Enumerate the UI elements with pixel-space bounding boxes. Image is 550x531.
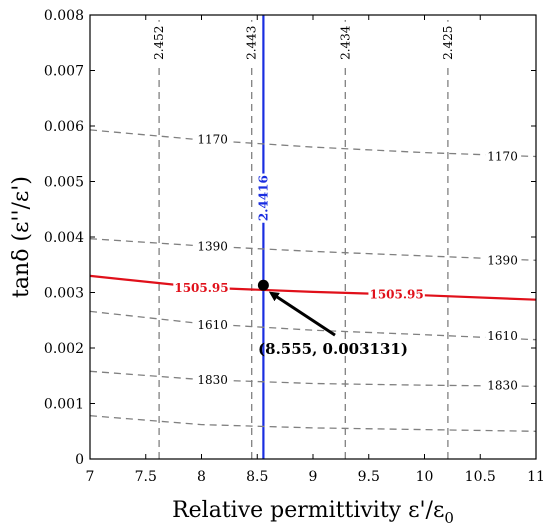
series-label-2-425: 2.425 (438, 21, 457, 64)
x-tick-label: 9.5 (358, 469, 380, 485)
marker-layer: (8.555, 0.003131) (257, 279, 408, 358)
series-label-1830-1-bg (485, 376, 520, 395)
series-label-2-425-text: 2.425 (441, 26, 455, 60)
series-line-1170 (90, 129, 536, 158)
y-tick-label: 0 (75, 452, 84, 468)
y-tick-label: 0.006 (44, 119, 84, 135)
series-label-1505-95-0-bg (173, 279, 230, 298)
series-label-2-434: 2.434 (336, 21, 355, 64)
y-tick-label: 0.003 (44, 286, 84, 302)
series-label-1170-0: 1170 (195, 130, 231, 149)
series-label-1170-0-bg (195, 130, 231, 149)
series-label-2-443: 2.443 (242, 21, 261, 64)
series-label-2-4416-text: 2.4416 (256, 175, 270, 221)
series-label-1830-0: 1830 (195, 371, 231, 390)
series-label-1505-95-1-bg (368, 285, 425, 304)
series-label-2-4416-bg (254, 173, 273, 223)
x-tick-label: 8 (197, 469, 206, 485)
series-line-1610 (90, 310, 536, 341)
series-label-2-434-bg (336, 21, 355, 64)
intersection-annotation: (8.555, 0.003131) (258, 340, 408, 358)
y-tick-label: 0.008 (44, 8, 84, 24)
series-label-2-452-bg (150, 21, 169, 64)
series-label-1610-0-text: 1610 (197, 318, 228, 332)
axis-layer: 7 7.5 8 8.5 9 9.5 10 10.5 11 0 0.001 0.002 0.003 0.00… (44, 8, 545, 485)
series-label-1505-95-1-text: 1505.95 (369, 288, 423, 302)
series-label-1610-0-bg (195, 316, 231, 335)
series-label-1390-0: 1390 (195, 237, 231, 256)
plot-area (90, 15, 536, 459)
x-tick-label: 9 (309, 469, 318, 485)
y-tick-label: 0.004 (44, 230, 84, 246)
y-tick-label: 0.007 (44, 64, 84, 80)
series-label-1830-0-text: 1830 (197, 373, 228, 387)
series-layer (90, 15, 536, 459)
series-label-1505-95-1: 1505.95 (368, 285, 425, 304)
series-label-1505-95-0-text: 1505.95 (174, 281, 228, 295)
x-axis-title: Relative permittivity ε'/ε0 (172, 498, 454, 527)
series-label-1390-1: 1390 (485, 251, 520, 270)
series-label-2-434-text: 2.434 (338, 25, 352, 60)
series-label-1170-1-bg (485, 147, 520, 166)
series-label-2-4416: 2.4416 (254, 173, 273, 223)
y-tick-label: 0.001 (44, 397, 84, 413)
series-label-1170-1-text: 1170 (487, 150, 518, 164)
x-axis-title-subscript: 0 (444, 509, 454, 527)
series-label-1170-0-text: 1170 (197, 132, 228, 146)
series-line-1830 (90, 370, 536, 387)
annotation-arrow (268, 291, 336, 337)
series-line-1505-95 (90, 274, 536, 301)
x-tick-label: 7 (86, 469, 95, 485)
series-label-1390-1-bg (485, 251, 520, 270)
series-label-layer: 2.452 2.443 2.434 2.425 2.4416 1170 1170 1390 13… (150, 21, 520, 395)
series-label-2-425-bg (438, 21, 457, 64)
y-axis-title: tanδ (ε''/ε') (9, 176, 34, 298)
x-tick-label: 11 (527, 469, 545, 485)
series-label-1610-1-text: 1610 (487, 329, 518, 343)
series-line-1390 (90, 238, 536, 261)
series-label-1830-1: 1830 (485, 376, 520, 395)
y-tick-label: 0.005 (44, 175, 84, 191)
y-tick-label: 0.002 (44, 341, 84, 357)
series-label-1610-1-bg (485, 326, 520, 345)
series-label-1390-0-bg (195, 237, 231, 256)
series-label-2-452: 2.452 (150, 21, 169, 64)
x-tick-label: 10 (416, 469, 434, 485)
series-label-2-443-text: 2.443 (245, 26, 259, 60)
series-label-1390-0-text: 1390 (197, 239, 228, 253)
x-tick-label: 10.5 (465, 469, 496, 485)
series-label-1830-0-bg (195, 371, 231, 390)
series-label-1505-95-0: 1505.95 (173, 279, 230, 298)
series-label-2-452-text: 2.452 (152, 26, 166, 60)
x-tick-label: 7.5 (135, 469, 157, 485)
series-label-1390-1-text: 1390 (487, 253, 518, 267)
series-line-unlabeled-10 (90, 415, 536, 432)
series-label-1170-1: 1170 (485, 147, 520, 166)
series-label-1610-1: 1610 (485, 326, 520, 345)
x-axis-title-main: Relative permittivity ε'/ε (172, 498, 444, 523)
x-tick-label: 8.5 (246, 469, 268, 485)
series-label-2-443-bg (242, 21, 261, 64)
series-label-1610-0: 1610 (195, 316, 231, 335)
series-label-1830-1-text: 1830 (487, 379, 518, 393)
intersection-point (257, 279, 269, 291)
